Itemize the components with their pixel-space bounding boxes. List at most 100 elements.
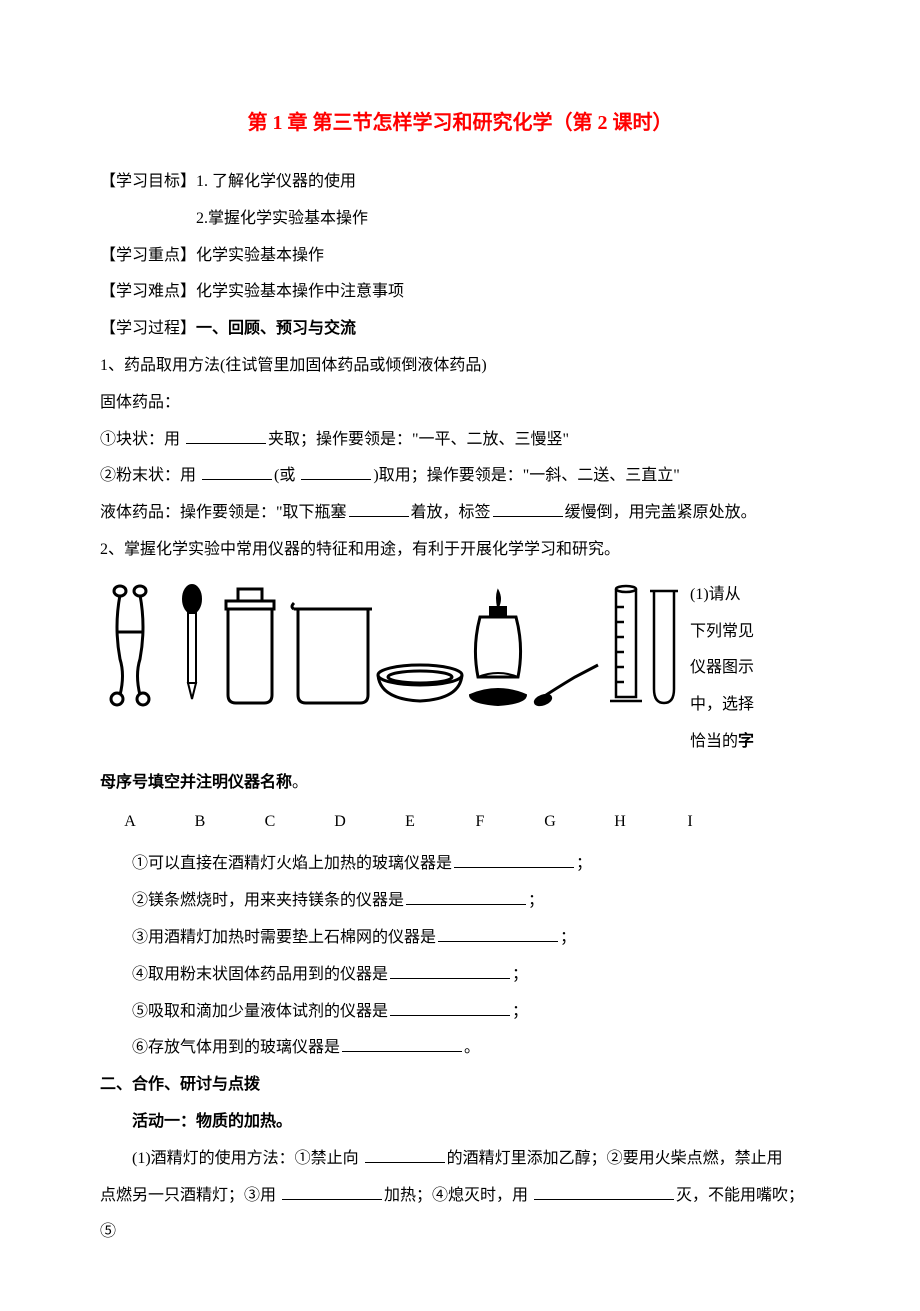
page-title: 第 1 章 第三节怎样学习和研究化学（第 2 课时） xyxy=(100,100,820,146)
blank-act1-1[interactable] xyxy=(365,1143,445,1163)
test-tube-icon xyxy=(650,591,678,703)
letter-d: D xyxy=(310,804,370,841)
li3-pre: ③用酒精灯加热时需要垫上石棉网的仪器是 xyxy=(132,929,436,946)
side-2: 下列常见 xyxy=(690,614,820,651)
reagent-bottle-icon xyxy=(226,589,274,703)
blank-li2[interactable] xyxy=(406,885,526,905)
spatula-icon xyxy=(534,665,598,706)
side-4: 中，选择 xyxy=(690,687,820,724)
act1-pre: (1)酒精灯的使用方法：①禁止向 xyxy=(132,1150,363,1167)
li4-pre: ④取用粉末状固体药品用到的仪器是 xyxy=(132,966,388,983)
act1-line1: (1)酒精灯的使用方法：①禁止向 的酒精灯里添加乙醇；②要用火柴点燃，禁止用 xyxy=(100,1141,820,1178)
keypoint-text: 化学实验基本操作 xyxy=(196,247,324,264)
blank-act1-3[interactable] xyxy=(534,1179,674,1199)
difficulty-text: 化学实验基本操作中注意事项 xyxy=(196,283,404,300)
side-5: 恰当的字 xyxy=(690,724,820,761)
side-5-pre: 恰当的 xyxy=(690,733,738,750)
document-page: 第 1 章 第三节怎样学习和研究化学（第 2 课时） 【学习目标】1. 了解化学… xyxy=(0,0,920,1311)
difficulty-line: 【学习难点】化学实验基本操作中注意事项 xyxy=(100,274,820,311)
side-5-bold: 字 xyxy=(738,733,754,750)
blank-li5[interactable] xyxy=(390,995,510,1015)
process-label: 【学习过程】 xyxy=(100,320,196,337)
li5-pre: ⑤吸取和滴加少量液体试剂的仪器是 xyxy=(132,1003,388,1020)
liquid-post: 缓慢倒，用完盖紧原处放。 xyxy=(565,504,757,521)
act1-line2: 点燃另一只酒精灯；③用 加热；④熄灭时，用 灭，不能用嘴吹；⑤ xyxy=(100,1178,820,1252)
act1-seg2: 加热；④熄灭时，用 xyxy=(384,1187,532,1204)
blank-powder-1[interactable] xyxy=(202,460,272,480)
q1-line: 1、药品取用方法(往试管里加固体药品或倾倒液体药品) xyxy=(100,348,820,385)
objective-1: 1. 了解化学仪器的使用 xyxy=(196,173,356,190)
li3-sep: ； xyxy=(560,929,576,946)
stem-post: 。 xyxy=(292,774,308,791)
side-1: (1)请从 xyxy=(690,577,820,614)
blank-li4[interactable] xyxy=(390,959,510,979)
block-post: 夹取；操作要领是："一平、二放、三慢竖" xyxy=(268,431,569,448)
letter-e: E xyxy=(380,804,440,841)
letter-b: B xyxy=(170,804,230,841)
difficulty-label: 【学习难点】 xyxy=(100,283,196,300)
objective-label: 【学习目标】 xyxy=(100,173,196,190)
dropper-icon xyxy=(183,585,201,699)
act1-seg1: 的酒精灯里添加乙醇；②要用火柴点燃，禁止用 xyxy=(447,1150,783,1167)
li1-pre: ①可以直接在酒精灯火焰上加热的玻璃仪器是 xyxy=(132,855,452,872)
liquid-pre: 液体药品：操作要领是："取下瓶塞 xyxy=(100,504,347,521)
side-text: (1)请从 下列常见 仪器图示 中，选择 恰当的字 xyxy=(680,577,820,761)
li5-sep: ； xyxy=(512,1003,528,1020)
objective-line-2: 2.掌握化学实验基本操作 xyxy=(100,201,820,238)
blank-li6[interactable] xyxy=(342,1032,462,1052)
li4-sep: ； xyxy=(512,966,528,983)
blank-block[interactable] xyxy=(186,423,266,443)
evaporating-dish-icon xyxy=(378,665,462,701)
process-line: 【学习过程】一、回顾、预习与交流 xyxy=(100,311,820,348)
powder-line: ②粉末状：用 (或 )取用；操作要领是："一斜、二送、三直立" xyxy=(100,458,820,495)
graduated-cylinder-icon xyxy=(610,586,642,701)
li2-pre: ②镁条燃烧时，用来夹持镁条的仪器是 xyxy=(132,892,404,909)
block-line: ①块状：用 夹取；操作要领是："一平、二放、三慢竖" xyxy=(100,422,820,459)
blank-powder-2[interactable] xyxy=(301,460,371,480)
section2-heading: 二、合作、研讨与点拨 xyxy=(100,1067,820,1104)
li5: ⑤吸取和滴加少量液体试剂的仪器是 ； xyxy=(100,994,820,1031)
blank-liquid-1[interactable] xyxy=(349,497,409,517)
q2-line: 2、掌握化学实验中常用仪器的特征和用途，有利于开展化学学习和研究。 xyxy=(100,532,820,569)
act1-line2-pre: 点燃另一只酒精灯；③用 xyxy=(100,1187,280,1204)
figure-row: (1)请从 下列常见 仪器图示 中，选择 恰当的字 xyxy=(100,577,820,761)
alcohol-lamp-icon xyxy=(470,591,526,705)
li6-sep: 。 xyxy=(464,1039,480,1056)
li4: ④取用粉末状固体药品用到的仪器是 ； xyxy=(100,957,820,994)
keypoint-line: 【学习重点】化学实验基本操作 xyxy=(100,238,820,275)
stem-bold: 母序号填空并注明仪器名称 xyxy=(100,774,292,791)
li6-pre: ⑥存放气体用到的玻璃仪器是 xyxy=(132,1039,340,1056)
blank-li1[interactable] xyxy=(454,848,574,868)
powder-pre: ②粉末状：用 xyxy=(100,467,200,484)
objective-line-1: 【学习目标】1. 了解化学仪器的使用 xyxy=(100,164,820,201)
process-heading: 一、回顾、预习与交流 xyxy=(196,320,356,337)
liquid-mid1: 着放，标签 xyxy=(411,504,491,521)
blank-li3[interactable] xyxy=(438,922,558,942)
letter-a: A xyxy=(100,804,160,841)
block-pre: ①块状：用 xyxy=(100,431,184,448)
letter-f: F xyxy=(450,804,510,841)
letter-g: G xyxy=(520,804,580,841)
li6: ⑥存放气体用到的玻璃仪器是 。 xyxy=(100,1030,820,1067)
side-3: 仪器图示 xyxy=(690,650,820,687)
li3: ③用酒精灯加热时需要垫上石棉网的仪器是 ； xyxy=(100,920,820,957)
blank-act1-2[interactable] xyxy=(282,1179,382,1199)
li1: ①可以直接在酒精灯火焰上加热的玻璃仪器是 ； xyxy=(100,846,820,883)
li2: ②镁条燃烧时，用来夹持镁条的仪器是 ； xyxy=(100,883,820,920)
beaker-icon xyxy=(292,603,372,703)
li1-sep: ； xyxy=(576,855,592,872)
li2-sep: ； xyxy=(528,892,544,909)
stem-line: 母序号填空并注明仪器名称。 xyxy=(100,765,820,802)
blank-liquid-2[interactable] xyxy=(493,497,563,517)
powder-post: )取用；操作要领是："一斜、二送、三直立" xyxy=(373,467,679,484)
letter-i: I xyxy=(660,804,720,841)
solid-label: 固体药品： xyxy=(100,385,820,422)
liquid-line: 液体药品：操作要领是："取下瓶塞 着放，标签 缓慢倒，用完盖紧原处放。 xyxy=(100,495,820,532)
letters-row: A B C D E F G H I xyxy=(100,804,720,841)
activity1-heading: 活动一：物质的加热。 xyxy=(100,1104,820,1141)
letter-h: H xyxy=(590,804,650,841)
keypoint-label: 【学习重点】 xyxy=(100,247,196,264)
letter-c: C xyxy=(240,804,300,841)
crucible-tongs-icon xyxy=(111,586,149,705)
powder-mid: (或 xyxy=(274,467,299,484)
